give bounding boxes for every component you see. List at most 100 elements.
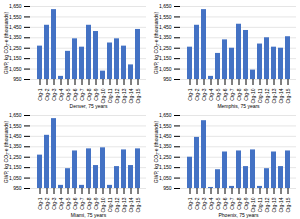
svg-text:Memphis, 75 years: Memphis, 75 years [217, 103, 260, 109]
svg-text:Denver, 75 years: Denver, 75 years [70, 103, 108, 109]
svg-text:Ctg-11: Ctg-11 [107, 197, 113, 212]
svg-text:Ctg-8: Ctg-8 [236, 88, 242, 100]
svg-text:1,650: 1,650 [9, 112, 22, 118]
svg-text:950: 950 [163, 76, 172, 82]
svg-text:1,350: 1,350 [9, 34, 22, 40]
svg-text:Ctg-15: Ctg-15 [285, 197, 291, 212]
svg-text:Ctg-6: Ctg-6 [222, 197, 228, 209]
svg-text:Ctg-6: Ctg-6 [72, 197, 78, 209]
svg-text:Ctg-13: Ctg-13 [271, 88, 277, 103]
svg-text:1,550: 1,550 [9, 14, 22, 20]
svg-text:1,050: 1,050 [9, 66, 22, 72]
svg-text:1,250: 1,250 [159, 45, 172, 51]
svg-text:Ctg-5: Ctg-5 [65, 88, 71, 100]
svg-text:Ctg-14: Ctg-14 [128, 88, 134, 103]
svg-text:GWP, kg CO₂-e (thousands): GWP, kg CO₂-e (thousands) [153, 11, 159, 74]
svg-text:Phoenix, 75 years: Phoenix, 75 years [218, 212, 259, 218]
svg-text:Ctg-12: Ctg-12 [114, 88, 120, 103]
svg-text:Ctg-3: Ctg-3 [201, 88, 207, 100]
svg-text:Ctg-7: Ctg-7 [229, 197, 235, 209]
svg-text:1,650: 1,650 [159, 3, 172, 9]
svg-text:Ctg-4: Ctg-4 [58, 197, 64, 209]
svg-text:1,250: 1,250 [159, 154, 172, 160]
svg-text:Ctg-2: Ctg-2 [194, 88, 200, 100]
svg-text:950: 950 [163, 185, 172, 191]
svg-text:Ctg-1: Ctg-1 [37, 197, 43, 209]
svg-text:Ctg-4: Ctg-4 [58, 88, 64, 100]
svg-text:Ctg-5: Ctg-5 [65, 197, 71, 209]
svg-text:1,050: 1,050 [9, 175, 22, 181]
svg-text:1,450: 1,450 [9, 133, 22, 139]
svg-text:Ctg-11: Ctg-11 [257, 88, 263, 103]
svg-text:Ctg-6: Ctg-6 [222, 88, 228, 100]
svg-text:Ctg-13: Ctg-13 [271, 197, 277, 212]
svg-text:GWP, kg CO₂-e (thousands): GWP, kg CO₂-e (thousands) [153, 120, 159, 183]
svg-text:Ctg-11: Ctg-11 [257, 197, 263, 212]
svg-text:Ctg-7: Ctg-7 [79, 88, 85, 100]
svg-text:1,350: 1,350 [159, 143, 172, 149]
svg-text:Ctg-9: Ctg-9 [243, 88, 249, 100]
svg-text:Ctg-3: Ctg-3 [51, 197, 57, 209]
svg-text:1,150: 1,150 [9, 55, 22, 61]
svg-text:Ctg-14: Ctg-14 [128, 197, 134, 212]
svg-text:Ctg-10: Ctg-10 [100, 197, 106, 212]
svg-text:Ctg-15: Ctg-15 [135, 88, 141, 103]
svg-text:Ctg-9: Ctg-9 [93, 88, 99, 100]
svg-text:Ctg-9: Ctg-9 [93, 197, 99, 209]
svg-text:1,550: 1,550 [159, 123, 172, 129]
svg-text:1,450: 1,450 [159, 133, 172, 139]
svg-text:Ctg-7: Ctg-7 [229, 88, 235, 100]
svg-text:Ctg-8: Ctg-8 [86, 197, 92, 209]
svg-text:1,450: 1,450 [9, 24, 22, 30]
svg-text:Ctg-15: Ctg-15 [135, 197, 141, 212]
svg-text:Ctg-12: Ctg-12 [264, 88, 270, 103]
svg-text:Ctg-1: Ctg-1 [187, 88, 193, 100]
svg-text:Ctg-5: Ctg-5 [215, 197, 221, 209]
svg-text:Ctg-10: Ctg-10 [250, 88, 256, 103]
svg-text:Miami, 75 years: Miami, 75 years [71, 212, 107, 218]
svg-text:1,350: 1,350 [159, 34, 172, 40]
svg-text:Ctg-8: Ctg-8 [236, 197, 242, 209]
svg-text:Ctg-5: Ctg-5 [215, 88, 221, 100]
svg-text:Ctg-10: Ctg-10 [250, 197, 256, 212]
svg-text:1,550: 1,550 [9, 123, 22, 129]
svg-text:Ctg-1: Ctg-1 [187, 197, 193, 209]
svg-text:Ctg-15: Ctg-15 [285, 88, 291, 103]
svg-text:Ctg-14: Ctg-14 [278, 197, 284, 212]
svg-text:1,050: 1,050 [159, 66, 172, 72]
svg-text:1,650: 1,650 [159, 112, 172, 118]
svg-text:950: 950 [13, 185, 22, 191]
svg-text:1,050: 1,050 [159, 175, 172, 181]
svg-text:Ctg-12: Ctg-12 [264, 197, 270, 212]
svg-text:Ctg-7: Ctg-7 [79, 197, 85, 209]
svg-text:1,150: 1,150 [159, 164, 172, 170]
svg-text:Ctg-12: Ctg-12 [114, 197, 120, 212]
svg-text:1,350: 1,350 [9, 143, 22, 149]
svg-text:950: 950 [13, 76, 22, 82]
svg-text:1,450: 1,450 [159, 24, 172, 30]
svg-text:Ctg-9: Ctg-9 [243, 197, 249, 209]
svg-text:Ctg-2: Ctg-2 [194, 197, 200, 209]
svg-text:1,650: 1,650 [9, 3, 22, 9]
svg-text:Ctg-2: Ctg-2 [44, 197, 50, 209]
svg-text:1,550: 1,550 [159, 14, 172, 20]
svg-text:Ctg-3: Ctg-3 [201, 197, 207, 209]
svg-text:Ctg-10: Ctg-10 [100, 88, 106, 103]
svg-text:Ctg-4: Ctg-4 [208, 88, 214, 100]
svg-text:Ctg-1: Ctg-1 [37, 88, 43, 100]
svg-text:1,250: 1,250 [9, 45, 22, 51]
svg-text:GWP, kg CO₂-e (thousands): GWP, kg CO₂-e (thousands) [3, 11, 9, 74]
svg-text:Ctg-3: Ctg-3 [51, 88, 57, 100]
svg-text:1,150: 1,150 [159, 55, 172, 61]
svg-text:Ctg-4: Ctg-4 [208, 197, 214, 209]
svg-text:Ctg-6: Ctg-6 [72, 88, 78, 100]
svg-text:1,150: 1,150 [9, 164, 22, 170]
svg-text:Ctg-14: Ctg-14 [278, 88, 284, 103]
svg-text:1,250: 1,250 [9, 154, 22, 160]
svg-text:Ctg-8: Ctg-8 [86, 88, 92, 100]
svg-text:GWP, kg CO₂-e (thousands): GWP, kg CO₂-e (thousands) [3, 120, 9, 183]
svg-text:Ctg-13: Ctg-13 [121, 88, 127, 103]
svg-text:Ctg-11: Ctg-11 [107, 88, 113, 103]
svg-text:Ctg-2: Ctg-2 [44, 88, 50, 100]
svg-text:Ctg-13: Ctg-13 [121, 197, 127, 212]
